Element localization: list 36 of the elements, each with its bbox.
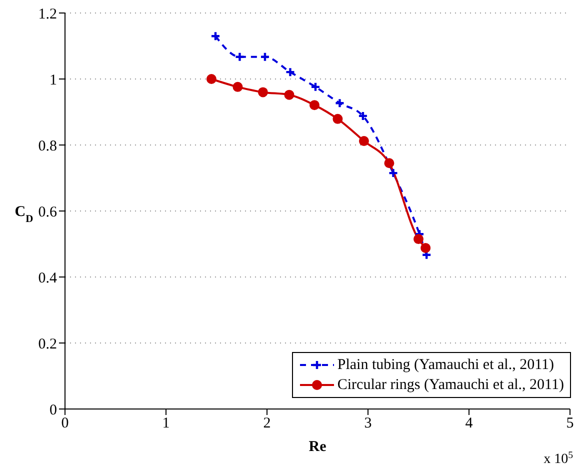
point — [420, 242, 431, 253]
legend-label: Circular rings (Yamauchi et al., 2011) — [337, 376, 564, 394]
y-tick-label: 0.8 — [38, 138, 57, 154]
point — [258, 87, 268, 98]
point — [332, 114, 343, 124]
point — [210, 31, 221, 42]
point — [234, 52, 245, 62]
point — [206, 74, 216, 84]
point — [414, 234, 424, 244]
x-tick-label: 1 — [162, 416, 170, 432]
x-tick-label: 4 — [465, 416, 474, 432]
y-tick-label: 0.2 — [38, 336, 57, 352]
point — [309, 100, 320, 110]
point — [358, 136, 369, 146]
y-tick-label: 0.6 — [38, 204, 58, 220]
x-tick-label: 2 — [263, 416, 271, 432]
y-tick-label: 1.2 — [38, 6, 57, 22]
x-tick-label: 3 — [364, 416, 372, 432]
x-axis-title: Re — [308, 439, 327, 455]
y-tick-label: 1 — [50, 72, 57, 88]
legend-label: Plain tubing (Yamauchi et al., 2011) — [337, 356, 554, 374]
y-tick-label: 0 — [50, 402, 57, 418]
point — [388, 168, 398, 178]
point — [334, 98, 345, 108]
point — [260, 52, 270, 62]
point — [284, 90, 294, 100]
point — [358, 110, 368, 122]
y-tick-label: 0.4 — [38, 270, 58, 286]
text: x 10$^{5}$ — [544, 450, 574, 467]
x-tick-label: 5 — [566, 416, 574, 432]
point — [310, 82, 321, 92]
x-tick-label: 0 — [61, 416, 69, 432]
point — [285, 66, 296, 78]
point — [384, 158, 394, 168]
y-axis-title: C$_{D}$ — [14, 204, 34, 224]
point — [232, 82, 243, 92]
